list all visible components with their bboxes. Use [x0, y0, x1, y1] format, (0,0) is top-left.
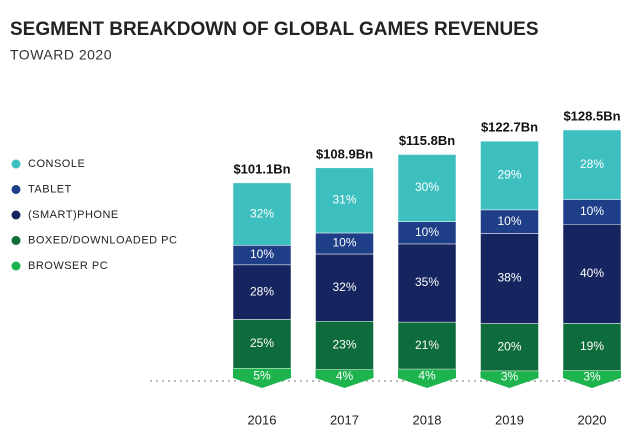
legend-swatch: [11, 210, 21, 220]
legend-label: BROWSER PC: [28, 260, 108, 272]
segment-label: 23%: [332, 338, 356, 352]
x-tick-label: 2017: [330, 412, 359, 427]
segment-label: 3%: [583, 369, 601, 383]
segment-label: 10%: [580, 204, 604, 218]
segment-label: 28%: [580, 157, 604, 171]
total-label: $108.9Bn: [316, 146, 373, 161]
x-tick-label: 2020: [578, 412, 607, 427]
segment-label: 31%: [332, 193, 356, 207]
segment-label: 35%: [415, 275, 439, 289]
segment-label: 25%: [250, 336, 274, 350]
bar-segment: [480, 233, 539, 324]
segment-label: 28%: [250, 284, 274, 298]
bar-segment: [397, 243, 457, 323]
segment-label: 38%: [497, 271, 521, 285]
legend-swatch: [11, 261, 21, 271]
bar-segment: [480, 140, 539, 211]
legend-label: (SMART)PHONE: [28, 209, 119, 221]
x-tick-label: 2016: [248, 412, 277, 427]
segment-label: 19%: [580, 339, 604, 353]
total-label: $128.5Bn: [563, 108, 620, 123]
x-tick-label: 2018: [413, 412, 442, 427]
segment-label: 30%: [415, 180, 439, 194]
bar-segment: [398, 369, 456, 388]
bar-segment: [562, 223, 622, 324]
segment-label: 4%: [418, 369, 436, 383]
segment-label: 10%: [332, 236, 356, 250]
legend-swatch: [11, 236, 21, 245]
bar-segment: [480, 323, 539, 372]
segment-label: 29%: [497, 168, 521, 182]
segment-label: 4%: [336, 369, 354, 383]
bar-segment: [233, 368, 291, 388]
segment-label: 10%: [415, 225, 439, 239]
bar-segment: [397, 154, 457, 222]
bar-segment: [397, 321, 457, 370]
segment-label: 5%: [253, 368, 271, 382]
segment-label: 10%: [250, 247, 274, 261]
bar-segment: [480, 370, 539, 388]
bar-segment: [315, 167, 374, 234]
bar-segment: [562, 129, 622, 200]
legend-swatch: [11, 159, 21, 169]
total-label: $101.1Bn: [233, 161, 290, 176]
segment-label: 32%: [332, 280, 356, 294]
bar-segment: [562, 323, 622, 371]
bar-segment: [563, 370, 621, 388]
bar-segment: [315, 253, 374, 322]
chart-subtitle: TOWARD 2020: [10, 47, 112, 63]
legend-label: CONSOLE: [28, 158, 85, 170]
bar-segment: [232, 182, 292, 246]
bar-segment: [315, 321, 374, 370]
legend-label: BOXED/DOWNLOADED PC: [28, 234, 177, 246]
chart-title: SEGMENT BREAKDOWN OF GLOBAL GAMES REVENU…: [10, 19, 539, 40]
bar-segment: [232, 319, 292, 369]
bar-segment: [315, 369, 374, 388]
segment-label: 32%: [250, 206, 274, 220]
segment-label: 40%: [580, 266, 604, 280]
legend-swatch: [11, 185, 21, 194]
segment-label: 20%: [497, 339, 521, 353]
x-tick-label: 2019: [495, 412, 524, 427]
legend-label: TABLET: [28, 183, 72, 195]
total-label: $115.8Bn: [399, 133, 455, 148]
segment-label: 21%: [415, 338, 439, 352]
total-label: $122.7Bn: [481, 120, 538, 135]
bar-segment: [562, 199, 622, 225]
segment-label: 10%: [497, 214, 521, 228]
bar-segment: [232, 264, 292, 320]
segment-label: 3%: [501, 370, 519, 384]
